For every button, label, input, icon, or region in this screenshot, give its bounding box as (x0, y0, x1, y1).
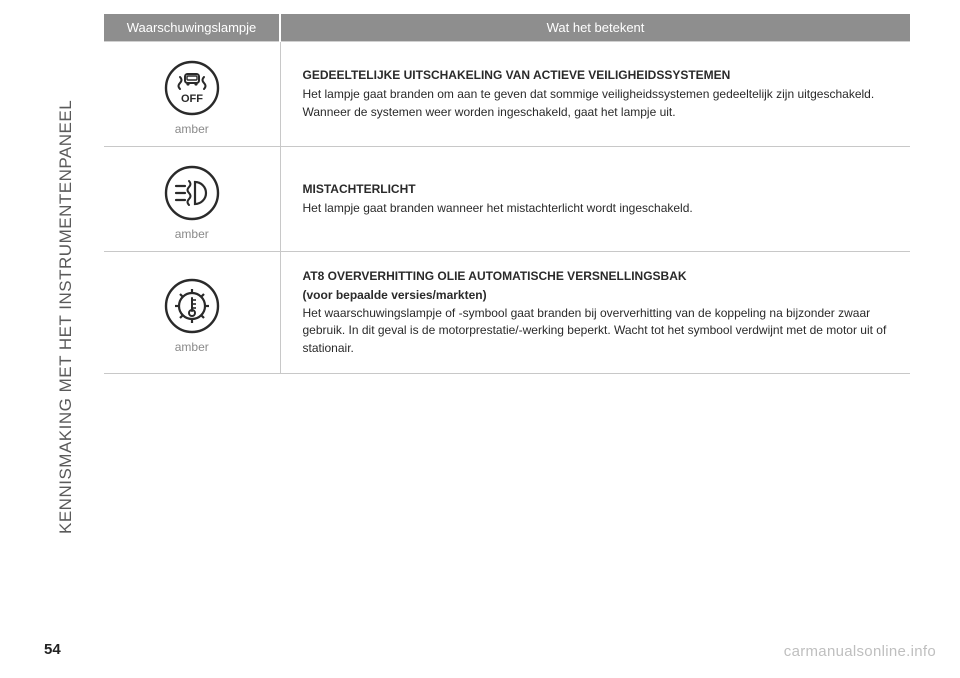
icon-cell: amber (104, 252, 280, 374)
page-number: 54 (44, 641, 61, 658)
warning-body: Het lampje gaat branden wanneer het mist… (303, 201, 693, 215)
icon-color-label: amber (175, 227, 209, 241)
icon-cell: amber (104, 147, 280, 252)
header-col-meaning: Wat het betekent (280, 14, 910, 42)
table-row: amber AT8 OVERVERHITTING OLIE AUTOMATISC… (104, 252, 910, 374)
warning-body: Het waarschuwingslampje of -symbool gaat… (303, 306, 887, 355)
table-row: OFF amber GEDEELTELIJKE UITSCHAKELING VA… (104, 42, 910, 147)
description-cell: AT8 OVERVERHITTING OLIE AUTOMATISCHE VER… (280, 252, 910, 374)
traction-off-icon: OFF (164, 60, 220, 116)
icon-color-label: amber (175, 122, 209, 136)
warning-body: Het lampje gaat branden om aan te geven … (303, 87, 875, 118)
description-cell: GEDEELTELIJKE UITSCHAKELING VAN ACTIEVE … (280, 42, 910, 147)
warning-title: AT8 OVERVERHITTING OLIE AUTOMATISCHE VER… (303, 268, 893, 285)
icon-color-label: amber (175, 340, 209, 354)
warning-light-table: Waarschuwingslampje Wat het betekent (104, 14, 910, 374)
source-watermark: carmanualsonline.info (784, 643, 936, 660)
description-cell: MISTACHTERLICHT Het lampje gaat branden … (280, 147, 910, 252)
warning-subtitle: (voor bepaalde versies/markten) (303, 288, 487, 302)
chapter-title-vertical: KENNISMAKING MET HET INSTRUMENTENPANEEL (54, 14, 78, 534)
icon-cell: OFF amber (104, 42, 280, 147)
svg-text:OFF: OFF (181, 93, 203, 105)
warning-title: GEDEELTELIJKE UITSCHAKELING VAN ACTIEVE … (303, 67, 893, 84)
table-header-row: Waarschuwingslampje Wat het betekent (104, 14, 910, 42)
oil-temp-icon (164, 278, 220, 334)
page: KENNISMAKING MET HET INSTRUMENTENPANEEL … (0, 0, 960, 678)
rear-fog-icon (164, 165, 220, 221)
table-row: amber MISTACHTERLICHT Het lampje gaat br… (104, 147, 910, 252)
warning-title: MISTACHTERLICHT (303, 181, 893, 198)
header-col-lamp: Waarschuwingslampje (104, 14, 280, 42)
